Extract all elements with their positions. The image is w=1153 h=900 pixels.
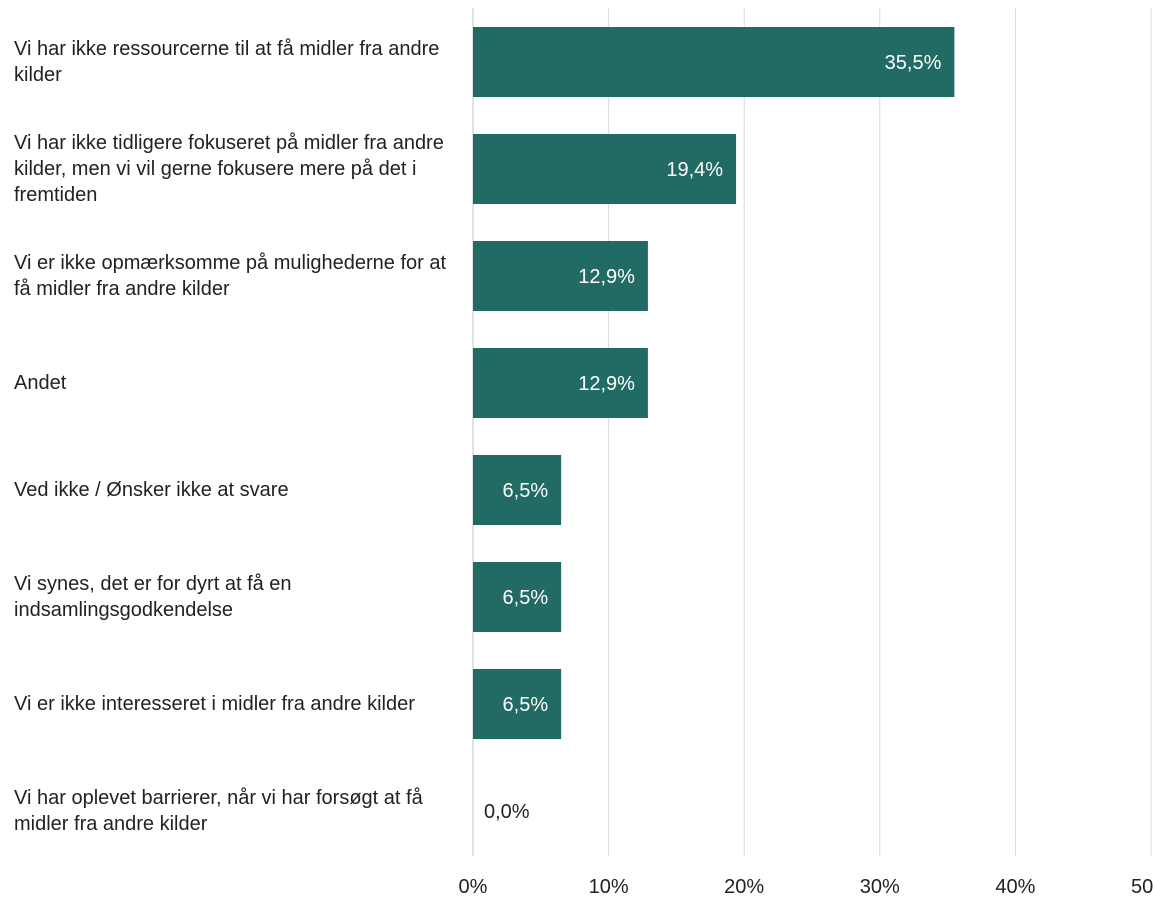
data-label: 6,5% (503, 694, 549, 716)
x-tick-label: 20% (724, 876, 764, 898)
data-label: 12,9% (578, 266, 635, 288)
category-label: Ved ikke / Ønsker ikke at svare (14, 479, 289, 501)
x-tick-label: 50% (1131, 876, 1153, 898)
data-label: 0,0% (484, 801, 530, 823)
category-label: Andet (14, 372, 67, 394)
x-tick-label: 40% (995, 876, 1035, 898)
data-label: 35,5% (885, 52, 942, 74)
data-label: 6,5% (503, 480, 549, 502)
bar (473, 562, 562, 632)
category-label: Vi er ikke interesseret i midler fra and… (14, 693, 415, 715)
bar (473, 669, 562, 739)
data-label: 19,4% (666, 159, 723, 181)
bar (473, 455, 562, 525)
category-label: Vi er ikke opmærksomme på mulighederne f… (14, 252, 447, 300)
category-label: Vi har ikke tidligere fokuseret på midle… (14, 132, 444, 206)
bar (473, 27, 955, 97)
x-tick-label: 10% (589, 876, 629, 898)
bar (473, 241, 648, 311)
category-label: Vi har oplevet barrierer, når vi har for… (14, 787, 423, 835)
category-label: Vi synes, det er for dyrt at få en indsa… (14, 573, 292, 621)
bar (473, 134, 737, 204)
x-tick-label: 30% (860, 876, 900, 898)
x-tick-label: 0% (459, 876, 488, 898)
bar (473, 348, 648, 418)
data-label: 12,9% (578, 373, 635, 395)
data-label: 6,5% (503, 587, 549, 609)
category-label: Vi har ikke ressourcerne til at få midle… (14, 38, 440, 86)
